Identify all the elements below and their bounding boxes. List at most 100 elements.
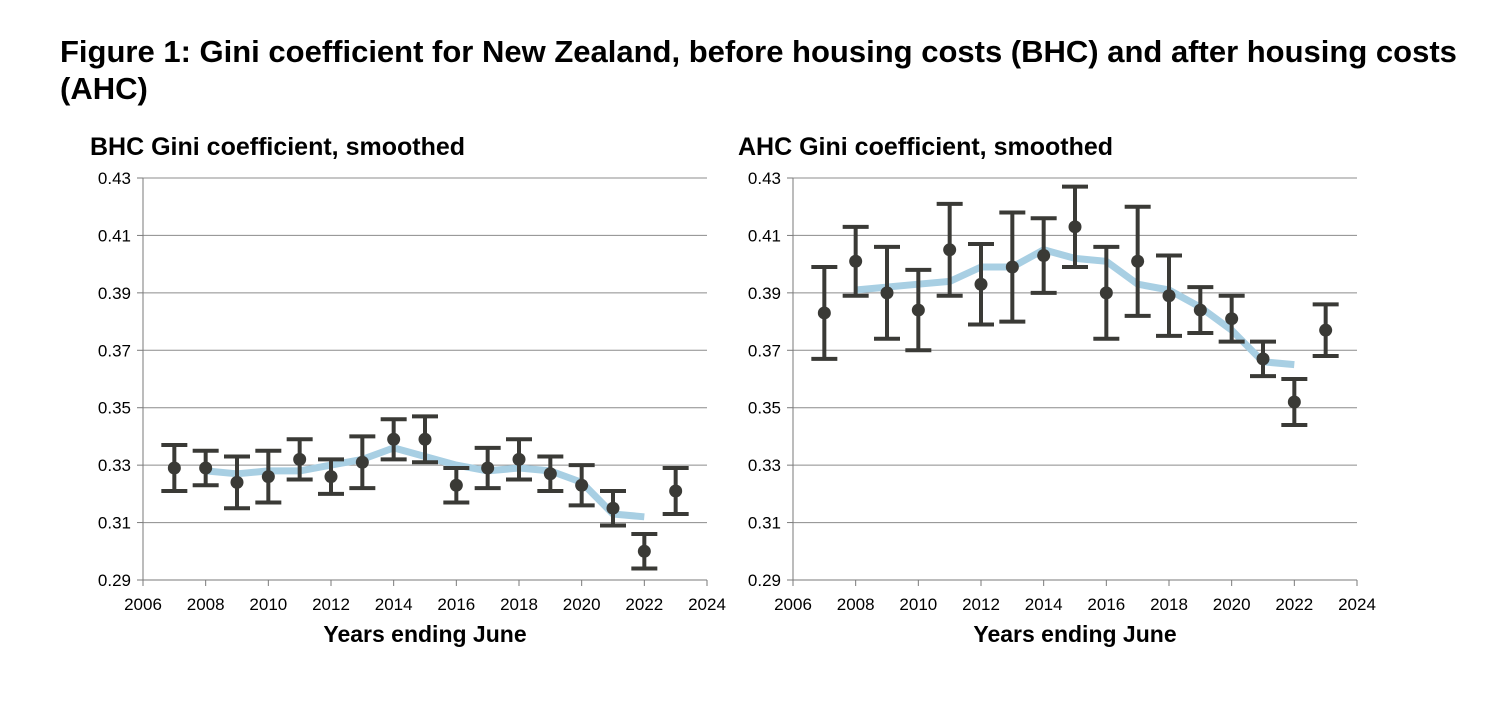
bhc-y-tick-label: 0.29	[98, 571, 131, 590]
ahc-x-tick-label: 2020	[1213, 595, 1251, 614]
bhc-data-point	[512, 452, 526, 466]
ahc-error-bar	[968, 242, 994, 327]
ahc-error-bar	[1093, 244, 1120, 341]
ahc-error-bar	[1156, 253, 1182, 338]
bhc-y-tick-label: 0.43	[98, 169, 131, 188]
bhc-x-tick-label: 2010	[249, 595, 287, 614]
ahc-data-point	[1319, 323, 1333, 337]
bhc-error-bar	[537, 454, 564, 493]
ahc-data-point	[943, 243, 957, 257]
bhc-error-bar	[318, 457, 344, 496]
bhc-y-tick-label: 0.35	[98, 399, 131, 418]
bhc-error-bar	[474, 445, 501, 491]
bhc-x-tick-label: 2016	[437, 595, 475, 614]
ahc-data-point	[1193, 303, 1207, 317]
ahc-data-point	[1131, 254, 1145, 268]
ahc-x-tick-label: 2010	[899, 595, 937, 614]
ahc-x-tick-label: 2006	[774, 595, 812, 614]
ahc-error-bar	[1250, 339, 1276, 379]
ahc-error-bar	[1312, 302, 1339, 359]
ahc-data-point	[1287, 395, 1301, 409]
bhc-x-tick-label: 2022	[625, 595, 663, 614]
bhc-error-bar	[600, 488, 626, 528]
bhc-error-bar	[412, 414, 438, 465]
ahc-error-bar	[1062, 184, 1088, 270]
ahc-error-bar	[1187, 285, 1214, 336]
bhc-error-bar	[568, 463, 595, 508]
ahc-data-point	[1005, 260, 1019, 274]
ahc-data-point	[1256, 352, 1270, 366]
ahc-y-tick-label: 0.35	[748, 399, 781, 418]
bhc-error-bar	[662, 466, 689, 516]
ahc-data-point	[1068, 220, 1082, 234]
ahc-y-tick-label: 0.37	[748, 341, 781, 360]
bhc-x-tick-label: 2006	[124, 595, 162, 614]
bhc-data-point	[230, 475, 244, 489]
bhc-data-point	[293, 452, 307, 466]
ahc-x-tick-label: 2014	[1025, 595, 1063, 614]
bhc-error-bar	[349, 434, 376, 491]
bhc-data-point	[575, 478, 589, 492]
ahc-data-point	[1162, 289, 1176, 303]
bhc-y-tick-label: 0.33	[98, 456, 131, 475]
bhc-x-tick-label: 2020	[563, 595, 601, 614]
ahc-error-bar	[842, 224, 869, 298]
ahc-y-tick-label: 0.43	[748, 169, 781, 188]
bhc-y-tick-label: 0.37	[98, 341, 131, 360]
bhc-data-point	[481, 461, 495, 475]
ahc-y-tick-label: 0.31	[748, 514, 781, 533]
bhc-error-bar	[255, 448, 282, 505]
bhc-data-point	[418, 432, 432, 446]
bhc-x-tick-label: 2008	[187, 595, 225, 614]
bhc-error-bar	[224, 454, 250, 511]
bhc-error-bar	[192, 448, 219, 488]
ahc-x-tick-label: 2016	[1087, 595, 1125, 614]
figure-title: Figure 1: Gini coefficient for New Zeala…	[60, 34, 1457, 106]
bhc-x-axis-label: Years ending June	[323, 621, 526, 647]
bhc-y-tick-label: 0.39	[98, 284, 131, 303]
ahc-x-axis-label: Years ending June	[973, 621, 1176, 647]
ahc-error-bar	[1281, 377, 1308, 427]
ahc-data-point	[849, 254, 863, 268]
bhc-data-point	[449, 478, 463, 492]
ahc-data-point	[1099, 286, 1113, 300]
ahc-x-tick-label: 2024	[1338, 595, 1376, 614]
bhc-data-point	[637, 544, 651, 558]
bhc-error-bar	[380, 417, 407, 462]
ahc-data-point	[817, 306, 831, 320]
ahc-data-point	[880, 286, 894, 300]
ahc-data-point	[911, 303, 925, 317]
ahc-data-point	[1037, 249, 1051, 263]
ahc-x-tick-label: 2022	[1275, 595, 1313, 614]
bhc-y-tick-label: 0.41	[98, 226, 131, 245]
ahc-data-point	[974, 277, 988, 291]
ahc-x-tick-label: 2012	[962, 595, 1000, 614]
bhc-error-bar	[161, 443, 188, 493]
bhc-error-bar	[286, 437, 313, 482]
ahc-error-bar	[999, 210, 1026, 324]
ahc-x-tick-label: 2018	[1150, 595, 1188, 614]
bhc-data-point	[669, 484, 683, 498]
bhc-x-tick-label: 2014	[375, 595, 413, 614]
ahc-y-tick-label: 0.29	[748, 571, 781, 590]
ahc-y-tick-label: 0.41	[748, 226, 781, 245]
bhc-error-bar	[443, 466, 470, 505]
bhc-chart-title: BHC Gini coefficient, smoothed	[90, 133, 466, 161]
bhc-data-point	[387, 432, 401, 446]
bhc-y-tick-label: 0.31	[98, 514, 131, 533]
ahc-y-tick-label: 0.39	[748, 284, 781, 303]
bhc-data-point	[261, 470, 275, 484]
ahc-error-bar	[1218, 293, 1245, 344]
bhc-error-bar	[506, 437, 532, 482]
bhc-data-point	[199, 461, 213, 475]
ahc-error-bar	[1124, 204, 1151, 318]
ahc-error-bar	[811, 265, 838, 361]
ahc-data-point	[1225, 312, 1239, 326]
ahc-chart-title: AHC Gini coefficient, smoothed	[738, 133, 1114, 161]
ahc-y-tick-label: 0.33	[748, 456, 781, 475]
ahc-chart: 0.29 0.31 0.33 0.35 0.37 0.39 0.41 0.43 2006 2008…	[748, 169, 1376, 647]
ahc-error-bar	[1030, 216, 1057, 295]
bhc-x-tick-label: 2012	[312, 595, 350, 614]
bhc-data-point	[167, 461, 181, 475]
